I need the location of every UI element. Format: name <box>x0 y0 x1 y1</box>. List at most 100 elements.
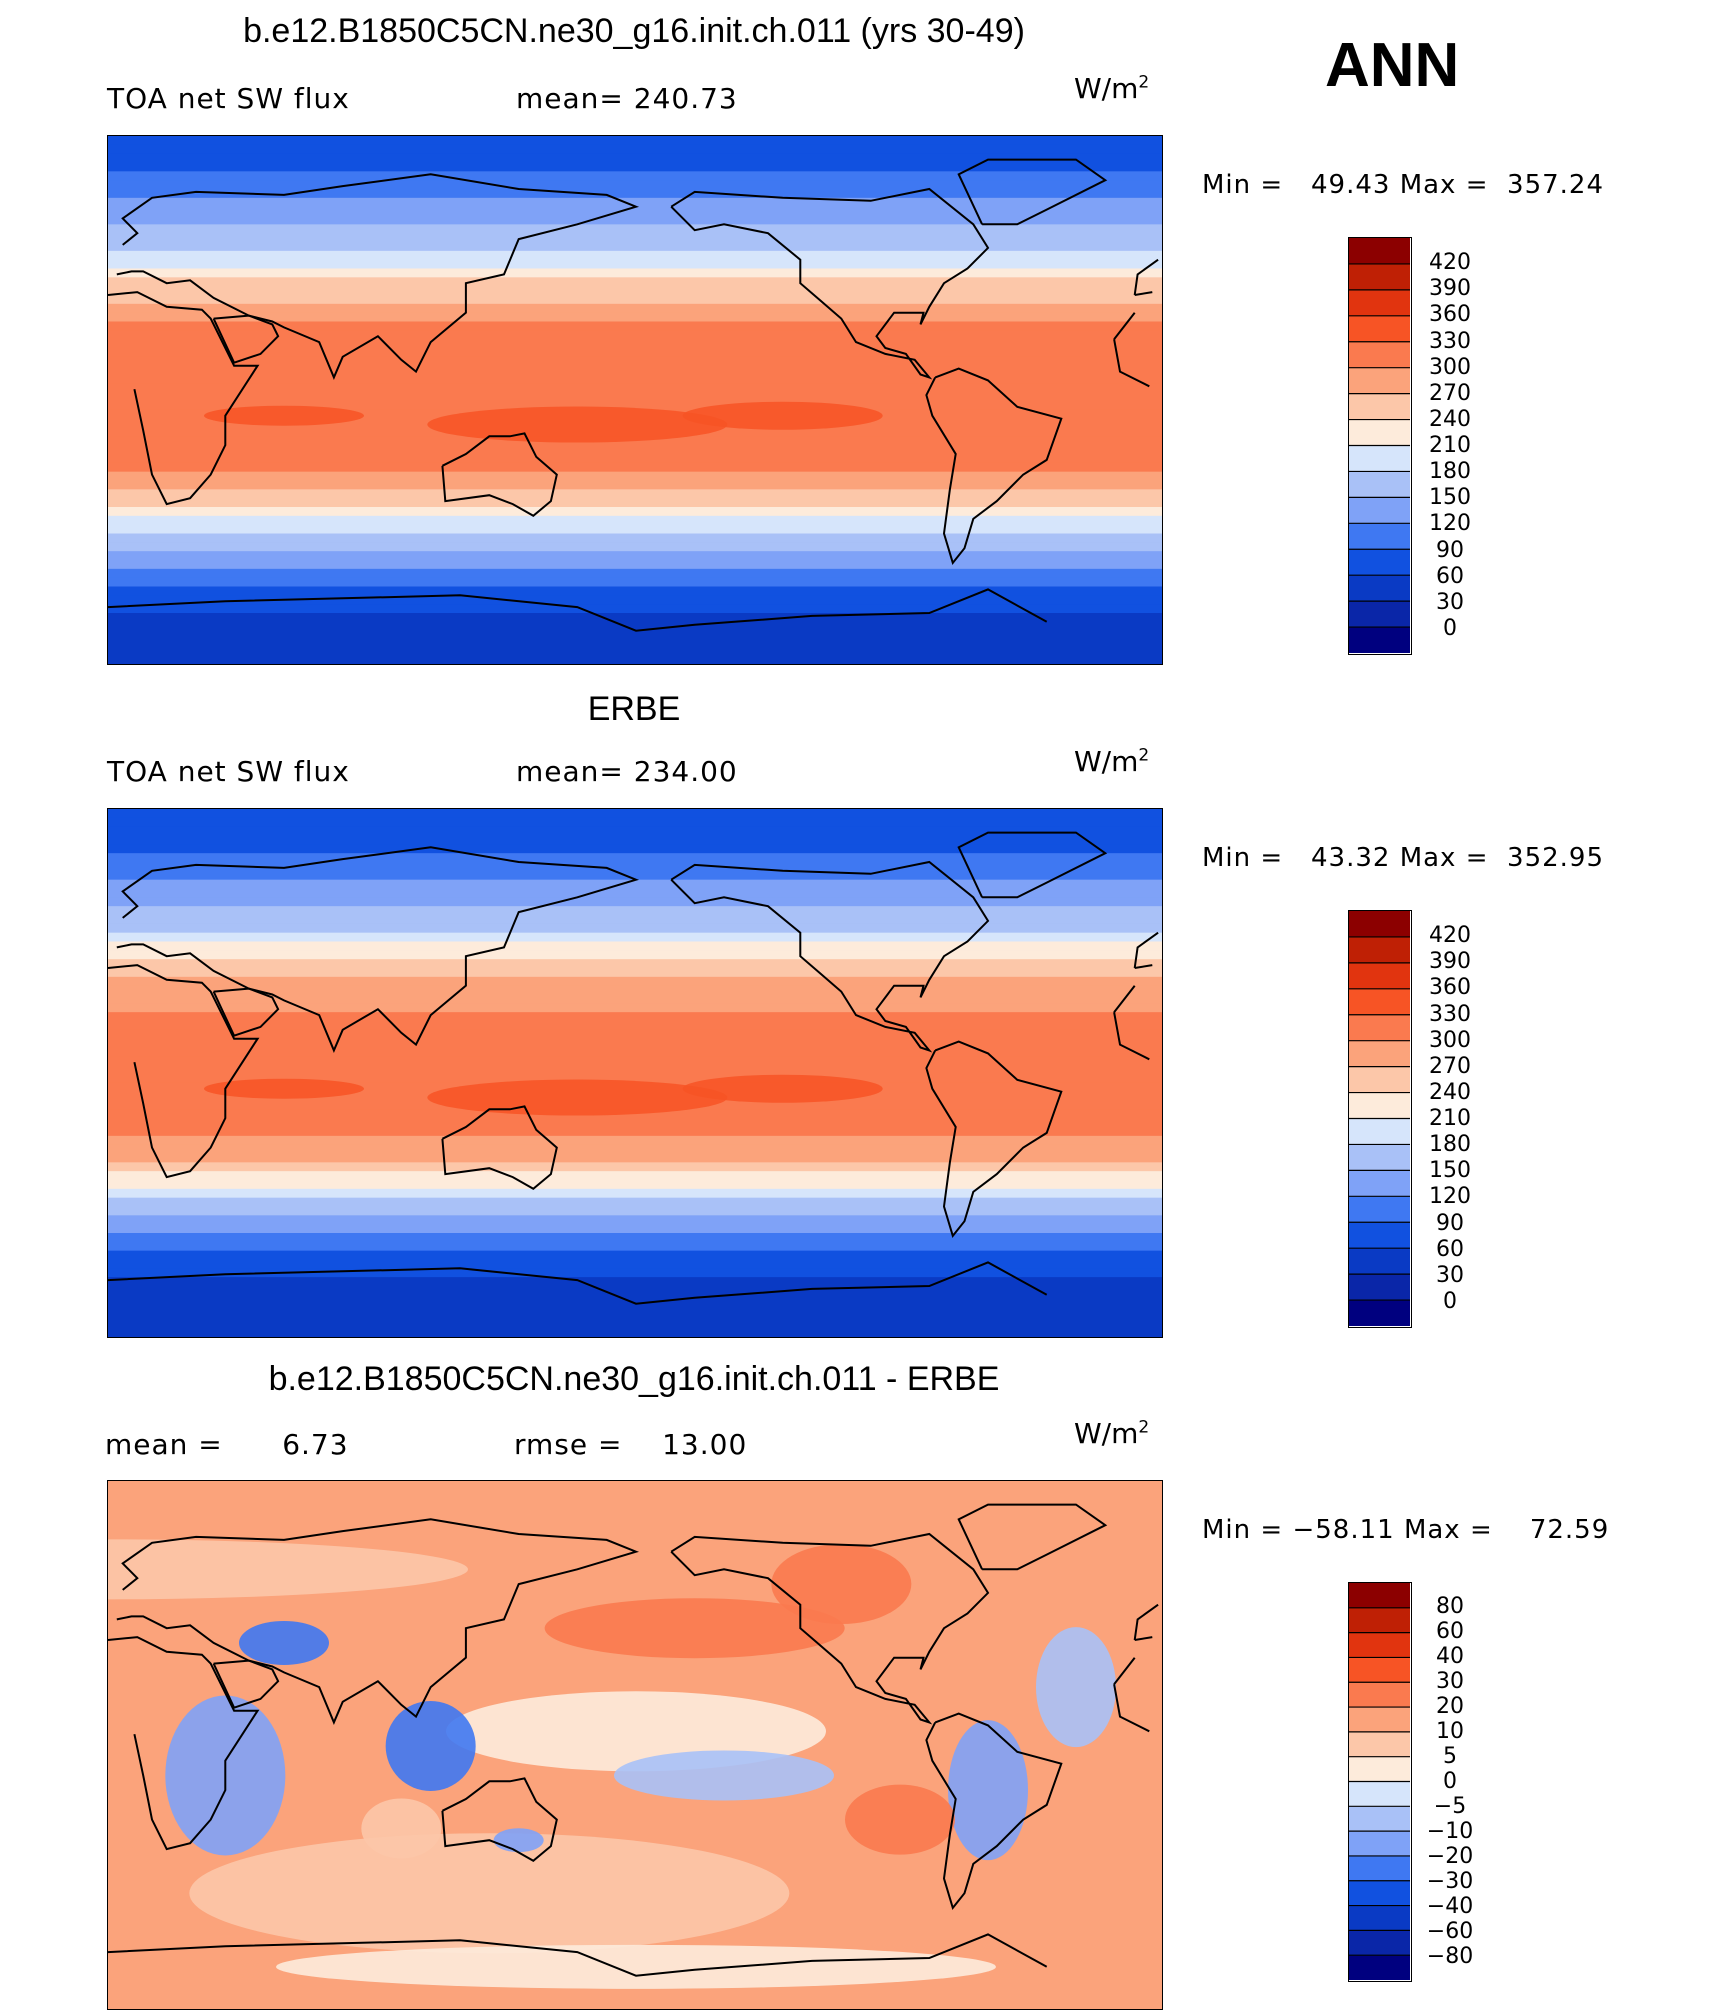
map-shade-band <box>108 277 1162 287</box>
coastline <box>670 187 990 380</box>
colorbar-box <box>1349 1682 1410 1708</box>
colorbar-box <box>1349 962 1410 990</box>
coastline <box>1133 258 1159 296</box>
map-shade-blob <box>771 1544 912 1625</box>
map-shade-band <box>108 533 1162 543</box>
map-shade-band <box>108 1224 1162 1234</box>
map-shade-band <box>108 888 1162 898</box>
coastline <box>441 1777 558 1863</box>
colorbar-box <box>1349 627 1410 653</box>
coastline <box>1113 985 1136 1013</box>
colorbar-box <box>1349 341 1410 369</box>
panel1-map <box>107 135 1163 665</box>
map-shade-band <box>108 1153 1162 1163</box>
map-shade-band <box>108 462 1162 473</box>
coastline <box>957 831 1108 899</box>
colorbar-box <box>1349 1248 1410 1275</box>
panel2-variable-label: TOA net SW flux <box>107 755 350 788</box>
colorbar-box <box>1349 1144 1410 1171</box>
map-shade-band <box>108 1144 1162 1155</box>
map-shade-band <box>108 454 1162 464</box>
coastline <box>116 1518 640 1725</box>
colorbar-tick-label: 90 <box>1436 1210 1464 1236</box>
map-shade-band <box>108 604 1162 614</box>
season-label: ANN <box>1325 31 1460 100</box>
units-text: W/m <box>1074 1417 1139 1450</box>
colorbar-tick-label: 10 <box>1436 1719 1464 1744</box>
coastline <box>108 588 1048 632</box>
panel1-colorbar-svg <box>1349 238 1410 653</box>
map-shade-band <box>108 144 1162 155</box>
map-shade-band <box>108 480 1162 490</box>
panel2-stats: Min = 43.32 Max = 352.95 <box>1202 843 1604 873</box>
map-shade-blob <box>1036 1627 1116 1748</box>
colorbar-tick-label: 150 <box>1429 485 1471 511</box>
map-shade-band <box>108 507 1162 517</box>
units-sup: 2 <box>1138 72 1150 93</box>
map-shade-band <box>108 985 1162 996</box>
panel3-mean-label: mean = <box>105 1428 223 1461</box>
colorbar-tick-label: −80 <box>1426 1944 1474 1969</box>
coastline <box>1113 1657 1136 1685</box>
colorbar-box <box>1349 289 1410 317</box>
map-shade-band <box>108 862 1162 872</box>
units-text: W/m <box>1074 72 1139 105</box>
colorbar-box <box>1349 1607 1410 1634</box>
map-shade-blob <box>682 1074 883 1103</box>
colorbar-box <box>1349 1583 1410 1609</box>
coastline <box>441 1105 558 1191</box>
map-shade-band <box>108 1294 1162 1305</box>
map-shade-band <box>108 356 1162 367</box>
map-shade-band <box>108 348 1162 358</box>
panel3-rmse-label: rmse = <box>514 1428 623 1461</box>
colorbar-tick-label: −10 <box>1426 1819 1474 1844</box>
colorbar-tick-label: −60 <box>1426 1919 1474 1944</box>
colorbar-box <box>1349 1855 1410 1882</box>
map-shade-band <box>108 1065 1162 1075</box>
colorbar-tick-label: 420 <box>1429 250 1471 276</box>
map-shade-band <box>108 621 1162 632</box>
colorbar-tick-label: 240 <box>1429 1079 1471 1105</box>
map-shade-band <box>108 1303 1162 1314</box>
units-sup: 2 <box>1138 745 1150 766</box>
colorbar-tick-label: −20 <box>1426 1844 1474 1869</box>
units-sup: 2 <box>1138 1417 1150 1438</box>
colorbar-box <box>1349 1806 1410 1832</box>
colorbar-box <box>1349 988 1410 1016</box>
panel3-map-svg <box>108 1481 1162 2009</box>
coastline <box>212 314 280 364</box>
panel1-max-label: Max = <box>1399 170 1489 200</box>
colorbar-box <box>1349 315 1410 343</box>
panel2-min-value: 43.32 <box>1310 843 1391 873</box>
map-shade-band <box>108 206 1162 217</box>
colorbar-box <box>1349 549 1410 576</box>
colorbar-tick-label: 120 <box>1429 1184 1471 1210</box>
colorbar-box <box>1349 1657 1410 1683</box>
colorbar-box <box>1349 1707 1410 1733</box>
colorbar-box <box>1349 1066 1410 1094</box>
map-shade-blob <box>493 1828 544 1853</box>
map-shade-band <box>108 1206 1162 1216</box>
map-shade-band <box>108 586 1162 596</box>
map-shade-band <box>108 1268 1162 1278</box>
map-shade-blob <box>427 1079 728 1116</box>
colorbar-box <box>1349 1831 1410 1857</box>
colorbar-box <box>1349 1880 1410 1907</box>
map-shade-band <box>108 923 1162 934</box>
panel1-colorbar <box>1348 237 1412 655</box>
panel3-units: W/m2 <box>1074 1417 1149 1450</box>
map-shade-blob <box>682 401 883 430</box>
map-shade-blob <box>385 1701 476 1791</box>
panel3-max-value: 72.59 <box>1529 1515 1610 1545</box>
colorbar-box <box>1349 238 1410 265</box>
colorbar-tick-label: 30 <box>1436 1262 1464 1288</box>
panel1-stats: Min = 49.43 Max = 357.24 <box>1202 170 1604 200</box>
map-shade-band <box>108 498 1162 508</box>
map-shade-band <box>108 392 1162 402</box>
map-shade-band <box>108 1233 1162 1243</box>
map-shade-band <box>108 1197 1162 1208</box>
panel3-min-value: −58.11 <box>1292 1515 1395 1545</box>
coastline <box>957 158 1108 226</box>
map-shade-band <box>108 303 1162 314</box>
colorbar-tick-label: 330 <box>1429 328 1471 354</box>
